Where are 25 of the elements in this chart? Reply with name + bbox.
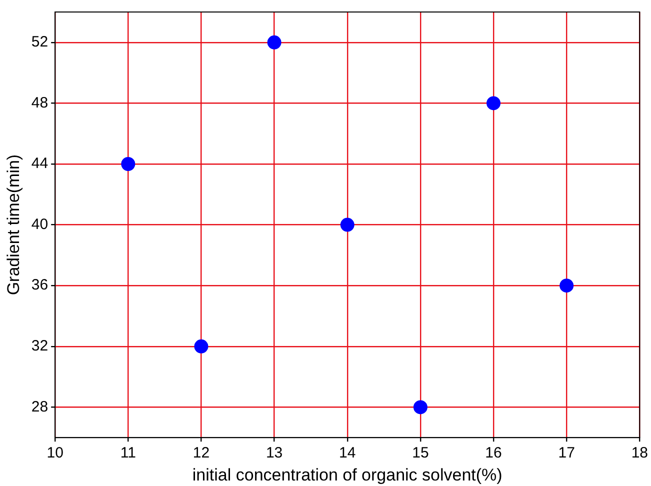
point bbox=[194, 339, 208, 354]
x-tick-label: 13 bbox=[266, 444, 283, 462]
y-tick-label: 28 bbox=[31, 398, 48, 416]
x-tick-label: 12 bbox=[192, 444, 210, 462]
point bbox=[121, 157, 136, 171]
y-tick-label: 32 bbox=[31, 338, 48, 355]
x-tick-label: 18 bbox=[631, 444, 648, 462]
x-axis-title: initial concentration of organic solvent(%) bbox=[192, 465, 502, 484]
point bbox=[486, 96, 501, 110]
x-tick-label: 17 bbox=[558, 444, 575, 462]
y-tick-label: 44 bbox=[31, 155, 48, 172]
y-tick-label: 52 bbox=[31, 34, 48, 51]
point bbox=[267, 35, 282, 50]
y-tick-label: 48 bbox=[31, 94, 48, 112]
y-tick-label: 36 bbox=[31, 276, 48, 294]
x-tick-label: 11 bbox=[120, 444, 136, 462]
x-tick-label: 10 bbox=[46, 444, 64, 462]
point bbox=[413, 400, 428, 414]
x-tick-label: 14 bbox=[339, 444, 356, 462]
y-axis-title: Gradient time(min) bbox=[4, 154, 23, 296]
point bbox=[560, 278, 574, 293]
x-tick-label: 15 bbox=[412, 444, 429, 462]
x-tick-label: 16 bbox=[485, 444, 502, 462]
point bbox=[340, 218, 354, 232]
y-tick-label: 40 bbox=[31, 216, 48, 233]
